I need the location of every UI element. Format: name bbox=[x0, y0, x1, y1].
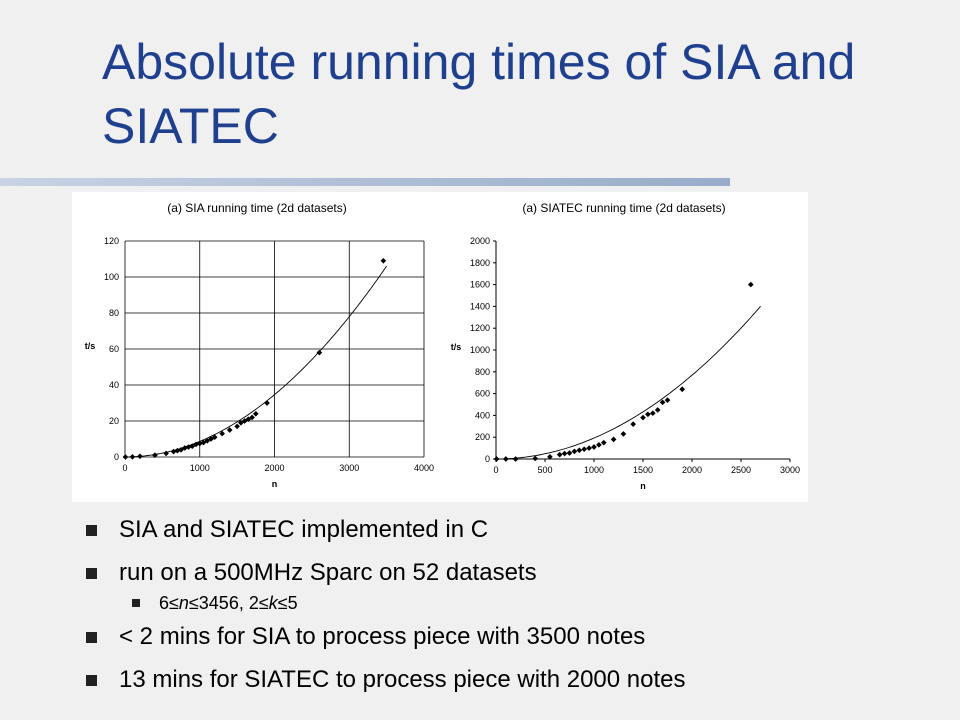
chart2-data-point bbox=[645, 411, 651, 418]
chart2-data-point bbox=[576, 447, 583, 454]
slide-title: Absolute running times of SIA and SIATEC bbox=[102, 34, 856, 154]
chart2-data-point bbox=[561, 450, 568, 457]
bullet-item: < 2 mins for SIA to process piece with 3… bbox=[86, 622, 686, 652]
chart1-data-point bbox=[249, 414, 255, 421]
chart2-y-axis-label: t/s bbox=[451, 342, 462, 352]
chart2-data-point bbox=[600, 439, 607, 446]
chart2-x-tick-label: 2000 bbox=[682, 465, 702, 475]
charts-svg: (a) SIA running time (2d datasets) 0 20 40 6… bbox=[85, 201, 800, 491]
chart2-x-tick-label: 500 bbox=[537, 465, 552, 475]
chart1-y-tick-label: 100 bbox=[104, 272, 119, 282]
chart1-x-tick-label: 2000 bbox=[264, 463, 284, 473]
chart2-y-tick-label: 0 bbox=[485, 454, 490, 464]
title-divider bbox=[0, 178, 730, 186]
chart1-data-point bbox=[219, 430, 226, 437]
bullet-item: run on a 500MHz Sparc on 52 datasets bbox=[86, 558, 686, 588]
chart1-data-point bbox=[170, 448, 177, 455]
chart2-x-tick-label: 0 bbox=[493, 465, 498, 475]
chart2-data-point bbox=[649, 410, 656, 417]
chart1-data-point bbox=[152, 452, 158, 459]
chart2-title: (a) SIATEC running time (2d datasets) bbox=[522, 201, 725, 215]
chart2-data-point bbox=[640, 414, 646, 421]
chart2-data-point bbox=[586, 445, 592, 451]
chart2-data-point bbox=[610, 436, 617, 443]
chart2-data-point bbox=[596, 442, 602, 448]
chart1-y-tick-label: 80 bbox=[109, 308, 119, 318]
chart1-data-point bbox=[181, 445, 188, 451]
chart1-data-point bbox=[185, 444, 192, 450]
chart2-data-point bbox=[664, 397, 671, 403]
chart2-data-point bbox=[654, 407, 661, 413]
chart1-data-point bbox=[137, 453, 143, 460]
chart2-data-point bbox=[512, 456, 519, 462]
chart1-y-tick-label: 20 bbox=[109, 416, 119, 426]
chart1-y-tick-label: 120 bbox=[104, 236, 119, 246]
chart2-y-tick-label: 400 bbox=[475, 410, 490, 420]
chart2-data-point bbox=[591, 444, 597, 450]
chart2-y-tick-label: 1400 bbox=[470, 301, 490, 311]
chart2-x-tick-label: 1000 bbox=[584, 465, 604, 475]
chart2-x-tick-label: 3000 bbox=[780, 465, 800, 475]
chart2-data-point bbox=[493, 456, 500, 462]
chart1-data-point bbox=[234, 423, 240, 430]
chart2-data-point bbox=[620, 431, 627, 437]
chart2-data-point bbox=[747, 281, 754, 288]
chart2-data-point bbox=[581, 446, 588, 453]
sub-bullet-item: 6≤n≤3456, 2≤k≤5 bbox=[132, 592, 686, 614]
chart1-data-point bbox=[211, 434, 218, 441]
chart2-y-tick-label: 1600 bbox=[470, 280, 490, 290]
chart1-data-point bbox=[129, 453, 136, 460]
chart1-x-axis-label: n bbox=[272, 479, 278, 489]
chart1-x-tick-label: 3000 bbox=[339, 463, 359, 473]
bullet-square-icon bbox=[86, 568, 97, 579]
chart2-x-axis-label: n bbox=[640, 481, 646, 491]
chart1-data-point bbox=[252, 410, 259, 417]
chart2-data-point bbox=[566, 450, 573, 456]
chart1-data-point bbox=[264, 400, 270, 406]
chart2-data-point bbox=[679, 386, 686, 393]
chart2-data-point bbox=[630, 421, 637, 427]
chart1-y-axis-label: t/s bbox=[85, 341, 96, 351]
chart1-x-tick-label: 4000 bbox=[414, 463, 434, 473]
chart2-y-tick-label: 200 bbox=[475, 432, 490, 442]
chart2-x-tick-label: 2500 bbox=[731, 465, 751, 475]
bullet-item: 13 mins for SIATEC to process piece with… bbox=[86, 665, 686, 695]
chart2-data-point bbox=[502, 456, 509, 462]
chart1-y-tick-label: 60 bbox=[109, 344, 119, 354]
chart1-data-point bbox=[122, 454, 129, 460]
bullet-square-icon bbox=[86, 675, 97, 686]
chart2-y-tick-label: 1000 bbox=[470, 345, 490, 355]
chart1-data-point bbox=[380, 257, 387, 264]
chart2-y-tick-label: 1200 bbox=[470, 323, 490, 333]
chart2-y-tick-label: 2000 bbox=[470, 236, 490, 246]
chart1-data-point bbox=[226, 427, 233, 433]
bullet-item: SIA and SIATEC implemented in C bbox=[86, 515, 686, 545]
chart2-y-tick-label: 1800 bbox=[470, 258, 490, 268]
chart2-trend-curve bbox=[496, 306, 761, 460]
chart1-x-tick-label: 0 bbox=[122, 463, 127, 473]
chart2-data-point bbox=[659, 399, 666, 406]
chart1-data-point bbox=[193, 441, 199, 448]
chart1-y-tick-label: 40 bbox=[109, 380, 119, 390]
chart2-data-point bbox=[556, 451, 563, 458]
bullet-list: SIA and SIATEC implemented in C run on a… bbox=[86, 515, 686, 708]
chart1-data-point bbox=[174, 447, 181, 454]
chart1-data-point bbox=[196, 440, 203, 447]
chart2-x-tick-label: 1500 bbox=[633, 465, 653, 475]
bullet-square-icon bbox=[86, 525, 97, 536]
chart2-y-tick-label: 600 bbox=[475, 389, 490, 399]
bullet-square-icon bbox=[86, 632, 97, 643]
chart2-data-point bbox=[571, 448, 578, 455]
chart1-x-tick-label: 1000 bbox=[190, 463, 210, 473]
chart2-y-tick-label: 800 bbox=[475, 367, 490, 377]
chart1-data-point bbox=[163, 450, 169, 457]
bullet-square-icon bbox=[132, 599, 140, 607]
chart1-trend-curve bbox=[125, 265, 387, 458]
chart1-y-tick-label: 0 bbox=[114, 452, 119, 462]
chart2-data-point bbox=[547, 453, 553, 460]
chart1-title: (a) SIA running time (2d datasets) bbox=[167, 201, 346, 215]
figure-panel: (a) SIA running time (2d datasets) 0 20 40 6… bbox=[72, 192, 808, 502]
chart2-data-point bbox=[532, 455, 539, 462]
chart1-data-point bbox=[316, 349, 323, 356]
